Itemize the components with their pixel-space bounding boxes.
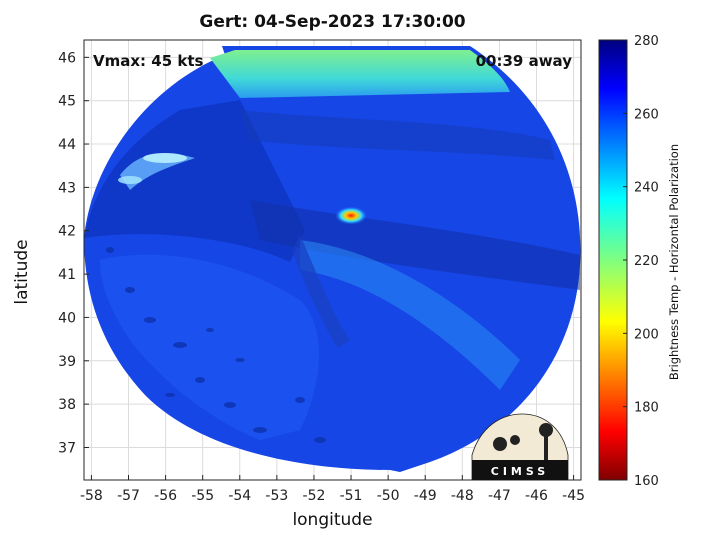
vmax-annotation: Vmax: 45 kts [93,52,204,70]
storm-core-hotspot [335,206,368,225]
x-tick-label: -57 [117,488,140,504]
colorbar-tick-label: 220 [634,254,659,269]
colorbar-label: Brightness Temp - Horizontal Polarizatio… [667,143,681,381]
x-tick-label: -56 [154,488,177,504]
y-tick-label: 40 [58,310,76,326]
x-axis-label: longitude [292,510,373,530]
x-tick-label: -51 [340,488,363,504]
y-axis-label: latitude [12,239,32,305]
x-ticks: -58 -57 -56 -55 -54 -53 -52 -51 -50 -49 -48 -47 -46-… [80,475,585,504]
logo-text: CIMSS [491,465,549,478]
logo-dish-2 [510,435,520,445]
swath-speckles [106,247,326,443]
x-tick-label: -48 [451,488,474,504]
logo-dish-1 [493,437,507,451]
axes-frame [83,39,582,481]
x-tick-label: -50 [377,488,400,504]
rainband-tail [292,235,350,348]
x-tick-label: -53 [265,488,288,504]
x-tick-label: -49 [414,488,437,504]
logo-tank [539,423,553,437]
colorbar-ticks: 160 180 200 220 240 260 280 [623,34,659,489]
logo-tower [544,432,548,460]
x-tick-label: -47 [488,488,511,504]
x-tick-label: -52 [303,488,326,504]
rainband-north [240,110,555,160]
y-tick-label: 37 [58,440,76,456]
colorbar-tick-label: 180 [634,401,659,416]
x-tick-label: -55 [191,488,214,504]
x-tick-label: -54 [228,488,251,504]
logo-band [472,460,568,480]
rainband-light [300,240,520,390]
colorbar-tick-label: 200 [634,327,659,342]
colorbar-tick-label: 160 [634,474,659,489]
y-tick-label: 39 [58,354,76,370]
colorbar-tick-label: 240 [634,181,659,196]
swath-image [84,46,581,472]
colorbar [598,39,628,481]
cloud-bright [143,153,187,163]
swath-southwest [100,254,319,440]
rainband-dark [250,200,580,290]
y-tick-label: 42 [58,224,76,240]
x-tick-label: -58 [80,488,103,504]
chart-title: Gert: 04-Sep-2023 17:30:00 [199,12,466,32]
swath-west-dark [84,100,305,262]
time-away-annotation: 00:39 away [475,52,572,70]
y-tick-label: 43 [58,180,76,196]
y-tick-label: 46 [58,50,76,66]
cloud-bright-2 [118,176,142,184]
y-tick-label: 44 [58,137,76,153]
y-tick-label: 38 [58,397,76,413]
colorbar-tick-label: 260 [634,107,659,122]
x-tick-label: -46 [525,488,548,504]
y-ticks: 37 38 39 40 41 42 43 44 45 46 [58,50,89,456]
cimss-logo: CIMSS [471,413,569,481]
swath-warm-band [210,50,510,98]
x-tick-label: -45 [562,488,585,504]
colorbar-tick-label: 280 [634,34,659,49]
y-tick-label: 45 [58,94,76,110]
y-tick-label: 41 [58,267,76,283]
